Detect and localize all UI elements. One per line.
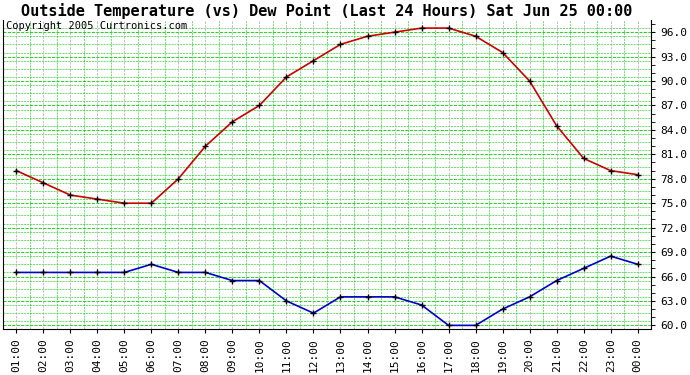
Text: Copyright 2005 Curtronics.com: Copyright 2005 Curtronics.com — [6, 21, 187, 32]
Title: Outside Temperature (vs) Dew Point (Last 24 Hours) Sat Jun 25 00:00: Outside Temperature (vs) Dew Point (Last… — [21, 3, 633, 19]
